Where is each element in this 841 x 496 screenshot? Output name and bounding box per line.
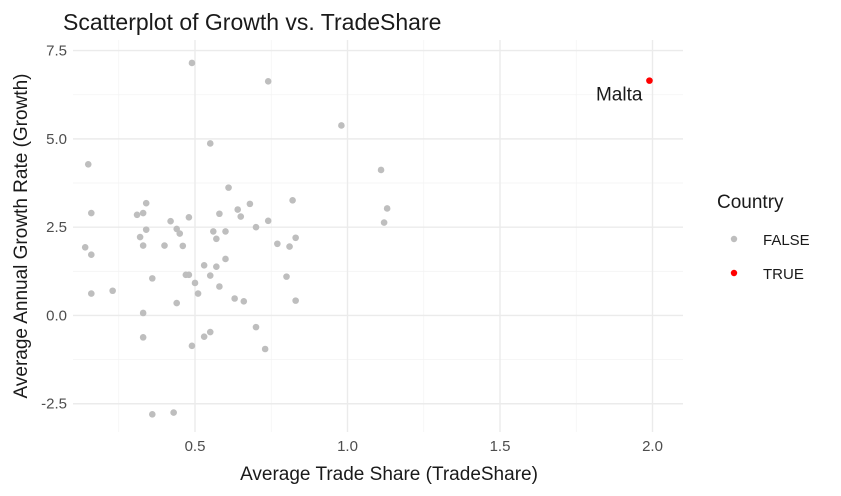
point-false-61 — [149, 411, 156, 418]
point-false-33 — [139, 242, 147, 249]
tick-labels: 0.5 1.0 1.5 2.0 -2.5 0.0 2.5 5.0 7.5 — [41, 43, 663, 455]
x-tick-label: 1.5 — [490, 438, 511, 455]
point-false-8 — [142, 199, 150, 207]
legend: Country FALSE TRUE — [717, 192, 810, 283]
point-false-51 — [240, 298, 248, 305]
x-tick-label: 1.0 — [337, 438, 358, 455]
chart-title: Scatterplot of Growth vs. TradeShare — [63, 9, 441, 35]
point-false-31 — [81, 244, 89, 251]
y-tick-label: 2.5 — [46, 219, 67, 236]
legend-key-true — [730, 269, 738, 277]
point-false-27 — [136, 233, 144, 241]
point-false-42 — [206, 272, 214, 279]
point-false-17 — [237, 213, 245, 220]
point-false-9 — [246, 200, 254, 208]
point-false-1 — [264, 78, 272, 85]
point-false-6 — [225, 184, 232, 191]
point-false-3 — [206, 140, 214, 147]
point-false-32 — [161, 242, 168, 249]
point-false-60 — [261, 345, 269, 353]
point-false-35 — [286, 243, 293, 250]
point-false-19 — [264, 217, 272, 225]
point-false-28 — [292, 234, 299, 242]
point-false-14 — [133, 211, 141, 219]
point-false-11 — [234, 206, 241, 213]
point-false-55 — [252, 323, 260, 331]
point-false-62 — [170, 409, 177, 416]
point-false-38 — [200, 262, 208, 269]
point-false-23 — [142, 226, 150, 233]
point-false-26 — [176, 230, 184, 237]
point-false-53 — [173, 299, 180, 307]
point-false-47 — [109, 287, 116, 295]
y-tick-label: 5.0 — [46, 131, 67, 148]
point-false-56 — [206, 328, 214, 336]
point-false-30 — [274, 240, 281, 248]
point-false-52 — [292, 297, 299, 304]
point-false-45 — [191, 279, 199, 287]
point-false-20 — [380, 219, 388, 226]
x-tick-label: 0.5 — [185, 438, 206, 455]
point-false-46 — [216, 283, 223, 290]
y-axis-title: Average Annual Growth Rate (Growth) — [11, 74, 32, 399]
point-false-57 — [200, 333, 208, 340]
point-false-49 — [194, 290, 202, 297]
point-false-44 — [149, 275, 156, 282]
y-tick-label: -2.5 — [41, 396, 67, 413]
point-false-4 — [84, 161, 92, 168]
point-false-2 — [338, 122, 345, 129]
data-points — [81, 59, 653, 418]
point-false-24 — [210, 228, 217, 235]
point-false-18 — [167, 217, 174, 225]
y-tick-label: 0.0 — [46, 307, 67, 324]
legend-title: Country — [717, 192, 784, 213]
point-false-34 — [179, 242, 187, 250]
legend-key-false — [730, 235, 738, 243]
point-false-16 — [185, 213, 193, 221]
y-tick-label: 7.5 — [46, 43, 67, 60]
grid-lines — [73, 40, 683, 432]
point-false-54 — [139, 309, 147, 317]
legend-label-true: TRUE — [763, 266, 804, 283]
point-false-41 — [185, 271, 193, 279]
point-false-21 — [252, 223, 260, 231]
point-false-59 — [188, 342, 196, 350]
legend-label-false: FALSE — [763, 232, 810, 249]
point-false-13 — [139, 209, 147, 217]
point-false-5 — [377, 166, 385, 174]
point-false-36 — [88, 251, 95, 259]
point-false-39 — [213, 263, 220, 271]
point-false-29 — [213, 235, 220, 243]
point-true-0 — [646, 77, 653, 84]
point-false-48 — [88, 290, 95, 297]
point-false-25 — [222, 228, 229, 235]
annotation-malta: Malta — [596, 85, 643, 106]
x-axis-title: Average Trade Share (TradeShare) — [240, 464, 538, 485]
x-tick-label: 2.0 — [642, 438, 663, 455]
point-false-10 — [383, 205, 391, 212]
point-false-0 — [188, 59, 196, 67]
point-false-7 — [289, 197, 296, 204]
point-false-43 — [283, 273, 290, 280]
point-false-58 — [139, 334, 147, 341]
point-false-12 — [88, 209, 95, 217]
point-false-15 — [216, 210, 223, 218]
point-false-37 — [222, 255, 229, 263]
point-false-50 — [231, 295, 238, 302]
